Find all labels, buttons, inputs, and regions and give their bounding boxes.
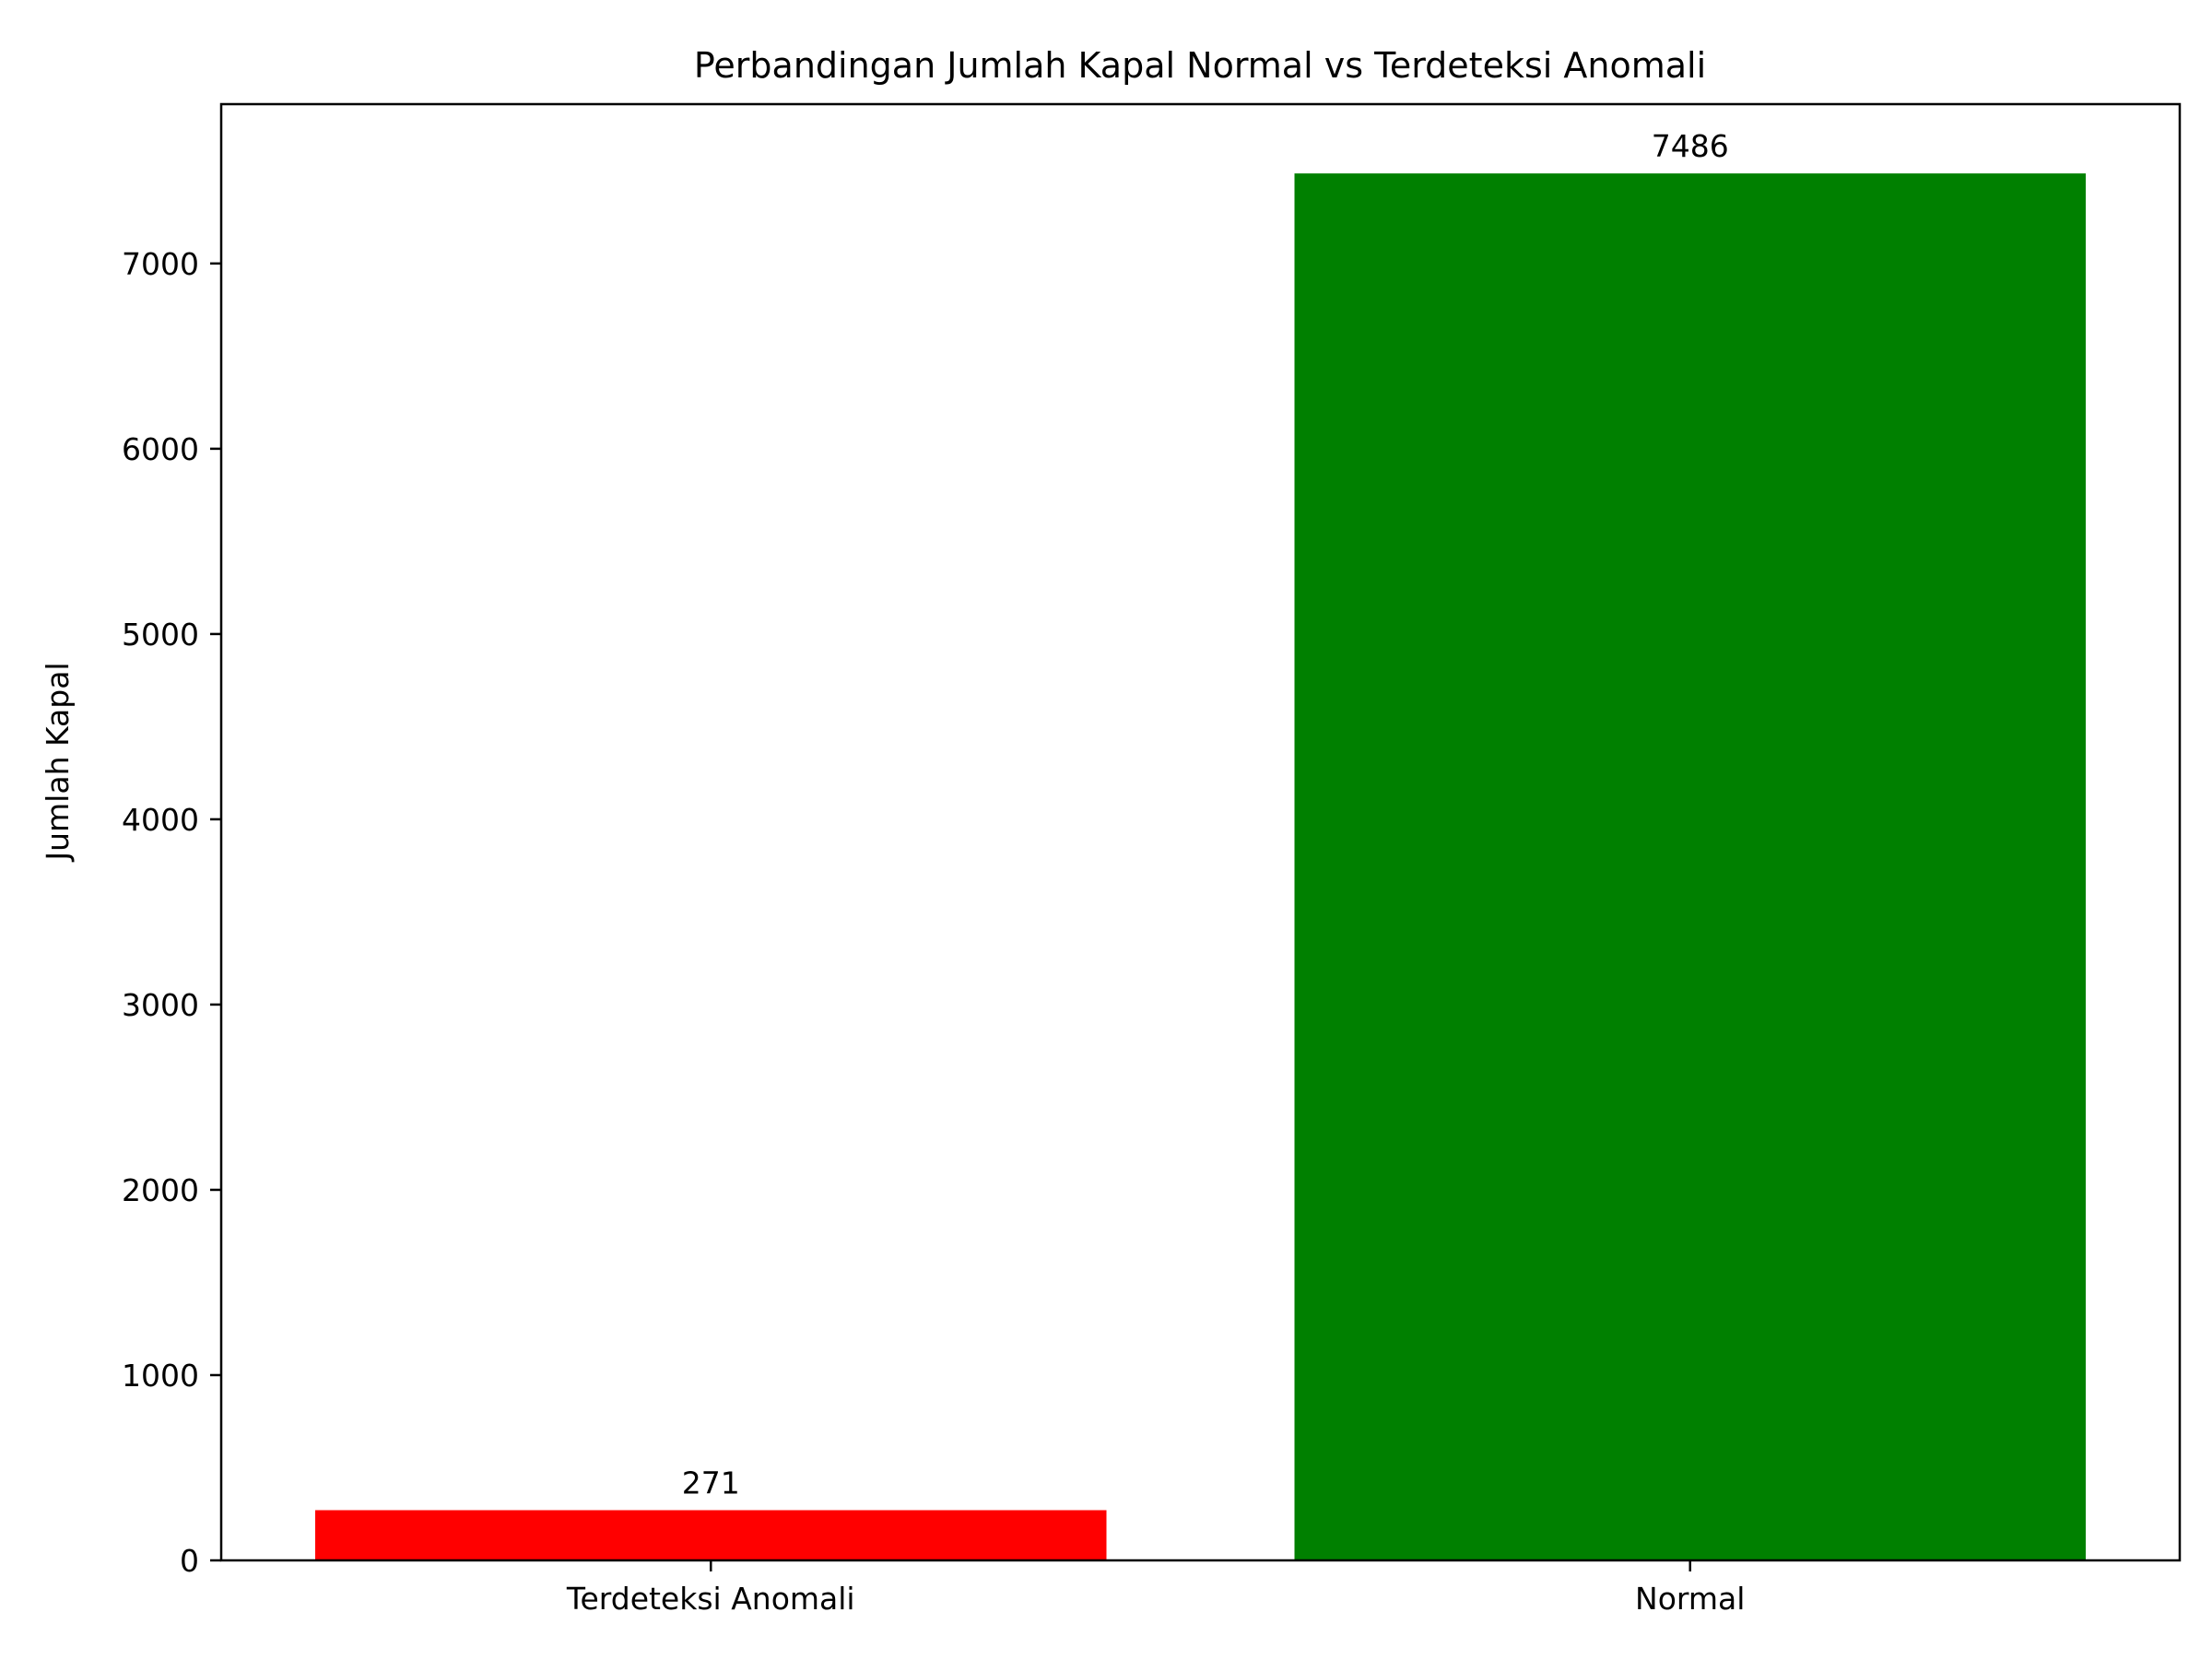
y-tick-label-5: 5000 [122, 617, 199, 653]
y-tick-label-6: 6000 [122, 431, 199, 467]
y-axis-ticks: 0 1000 2000 3000 4000 5000 6000 7000 [122, 246, 221, 1579]
y-tick-label-0: 0 [180, 1543, 199, 1579]
y-tick-label-3: 3000 [122, 987, 199, 1023]
y-tick-label-7: 7000 [122, 246, 199, 282]
y-tick-label-1: 1000 [122, 1358, 199, 1394]
bar-1 [1294, 173, 2086, 1560]
plot-frame [219, 102, 2182, 1562]
x-axis-ticks: Terdeteksi Anomali Normal [566, 1560, 1745, 1617]
y-tick-label-4: 4000 [122, 802, 199, 838]
data-label-1: 7486 [1652, 128, 1729, 164]
y-axis-label: Jumlah Kapal [40, 662, 76, 862]
x-tick-label-1: Normal [1635, 1581, 1745, 1617]
data-label-0: 271 [682, 1465, 740, 1501]
y-tick-label-2: 2000 [122, 1172, 199, 1208]
x-tick-label-0: Terdeteksi Anomali [566, 1581, 855, 1617]
chart-title: Perbandingan Jumlah Kapal Normal vs Terd… [694, 45, 1706, 86]
bar-0 [315, 1510, 1107, 1560]
bars-group [315, 173, 2086, 1560]
data-labels-group: 271 7486 [682, 128, 1729, 1500]
